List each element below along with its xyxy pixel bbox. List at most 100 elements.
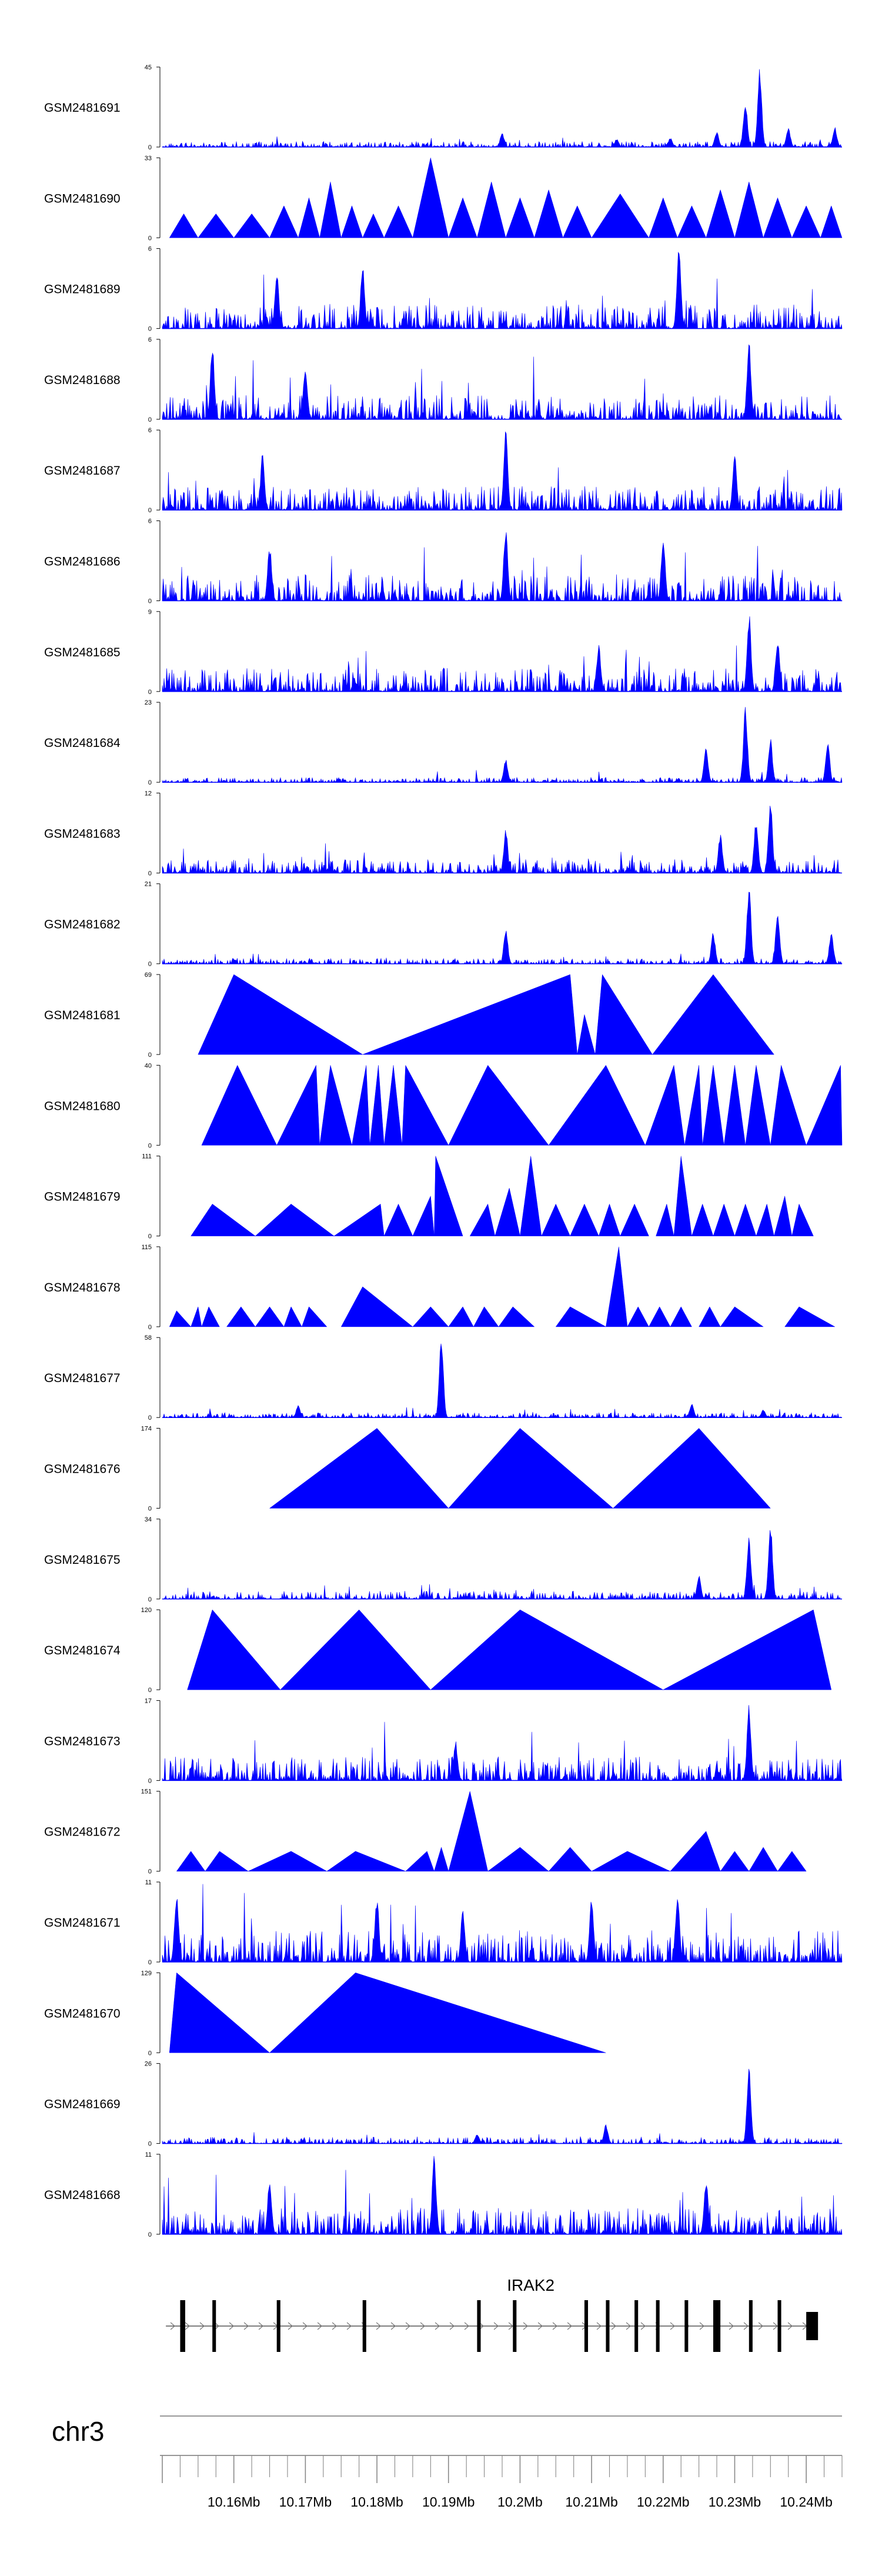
coverage-peak xyxy=(548,1847,592,1871)
gene-name-label: IRAK2 xyxy=(507,2276,554,2294)
coverage-peak xyxy=(448,1428,614,1509)
coverage-peak xyxy=(383,1203,413,1236)
y-max-label: 17 xyxy=(145,1697,152,1704)
y-zero-label: 0 xyxy=(148,870,152,877)
strand-arrow-icon xyxy=(420,2322,426,2330)
y-max-label: 6 xyxy=(148,336,152,343)
track-GSM2481680: GSM2481680 40 0 xyxy=(44,1062,843,1149)
strand-arrow-icon xyxy=(699,2322,705,2330)
coverage-peak xyxy=(205,1851,249,1871)
axis-tick-label: 10.2Mb xyxy=(497,2494,543,2510)
track-name-label: GSM2481691 xyxy=(44,101,121,115)
y-max-label: 11 xyxy=(145,2151,152,2158)
y-max-label: 174 xyxy=(141,1426,152,1433)
y-max-label: 45 xyxy=(145,64,152,71)
coverage-peak xyxy=(169,213,199,238)
coverage-area xyxy=(162,431,843,511)
coverage-peak xyxy=(248,1851,328,1871)
coverage-peak xyxy=(469,1203,496,1236)
coverage-area xyxy=(162,1530,842,1600)
strand-arrow-icon xyxy=(493,2322,499,2330)
coverage-peak xyxy=(591,193,649,238)
coverage-peak xyxy=(412,158,449,238)
y-max-label: 120 xyxy=(141,1607,152,1614)
coverage-peak xyxy=(645,1065,685,1146)
coverage-peak xyxy=(269,205,299,238)
track-name-label: GSM2481680 xyxy=(44,1099,121,1113)
track-GSM2481679: GSM2481679 111 0 xyxy=(44,1153,814,1240)
track-name-label: GSM2481671 xyxy=(44,1916,121,1930)
axis-tick-label: 10.19Mb xyxy=(422,2494,475,2510)
strand-arrow-icon xyxy=(640,2322,646,2330)
y-zero-label: 0 xyxy=(148,1052,152,1059)
coverage-peak xyxy=(784,1306,836,1327)
track-name-label: GSM2481670 xyxy=(44,2007,121,2020)
y-zero-label: 0 xyxy=(148,416,152,423)
exon-mark xyxy=(362,2300,366,2352)
coverage-peak xyxy=(699,1306,721,1327)
track-GSM2481688: GSM2481688 6 0 xyxy=(44,336,842,423)
coverage-peak xyxy=(198,974,363,1055)
exon-mark xyxy=(606,2300,610,2352)
y-zero-label: 0 xyxy=(148,507,152,514)
coverage-peak xyxy=(774,1196,793,1236)
coverage-peak xyxy=(555,1306,607,1327)
strand-arrow-icon xyxy=(596,2322,602,2330)
strand-arrow-icon xyxy=(508,2322,514,2330)
track-name-label: GSM2481690 xyxy=(44,192,121,205)
strand-arrow-icon xyxy=(405,2322,411,2330)
coverage-peak xyxy=(169,1972,270,2053)
strand-arrow-icon xyxy=(464,2322,470,2330)
coverage-peak xyxy=(298,197,320,238)
y-max-label: 21 xyxy=(145,881,152,888)
coverage-peak xyxy=(656,1203,674,1236)
coverage-peak xyxy=(670,1831,721,1871)
track-GSM2481677: GSM2481677 58 0 xyxy=(44,1334,842,1422)
y-max-label: 12 xyxy=(145,790,152,797)
coverage-area xyxy=(162,2068,843,2144)
coverage-peak xyxy=(191,1306,202,1327)
track-GSM2481678: GSM2481678 115 0 xyxy=(44,1244,836,1331)
y-max-label: 58 xyxy=(145,1334,152,1342)
track-name-label: GSM2481668 xyxy=(44,2188,121,2202)
coverage-peak xyxy=(495,1187,520,1236)
exon-mark xyxy=(276,2300,280,2352)
track-GSM2481675: GSM2481675 34 0 xyxy=(44,1516,842,1603)
coverage-peak xyxy=(319,182,342,238)
coverage-area xyxy=(162,707,843,783)
track-name-label: GSM2481672 xyxy=(44,1826,121,1839)
coverage-peak xyxy=(383,205,413,238)
coverage-peak xyxy=(276,1065,320,1146)
coverage-peak xyxy=(198,213,235,238)
coverage-peak xyxy=(176,1851,206,1871)
coverage-peak xyxy=(598,1203,621,1236)
coverage-peak xyxy=(269,1973,606,2053)
y-max-label: 6 xyxy=(148,246,152,253)
track-GSM2481668: GSM2481668 11 0 xyxy=(44,2151,843,2238)
coverage-peak xyxy=(670,1306,692,1327)
track-name-label: GSM2481682 xyxy=(44,918,121,932)
exon-mark xyxy=(713,2300,721,2352)
y-max-label: 129 xyxy=(141,1970,152,1977)
y-zero-label: 0 xyxy=(148,2050,152,2057)
track-GSM2481674: GSM2481674 120 0 xyxy=(44,1607,832,1694)
y-zero-label: 0 xyxy=(148,1777,152,1784)
coverage-peak xyxy=(756,1203,774,1236)
coverage-peak xyxy=(791,205,821,238)
strand-arrow-icon xyxy=(317,2322,323,2330)
coverage-peak xyxy=(362,213,385,238)
coverage-peak xyxy=(191,1203,256,1236)
y-max-label: 34 xyxy=(145,1516,152,1523)
track-name-label: GSM2481675 xyxy=(44,1553,121,1567)
coverage-peak xyxy=(434,1847,449,1871)
strand-arrow-icon xyxy=(185,2322,191,2330)
track-name-label: GSM2481681 xyxy=(44,1009,121,1022)
track-GSM2481672: GSM2481672 151 0 xyxy=(44,1788,807,1876)
coverage-peak xyxy=(448,197,477,238)
coverage-peak xyxy=(745,1065,771,1146)
coverage-peak xyxy=(280,1609,431,1690)
coverage-peak xyxy=(720,1851,750,1871)
exon-mark xyxy=(684,2300,689,2352)
coverage-peak xyxy=(649,197,678,238)
coverage-peak xyxy=(352,1065,370,1146)
